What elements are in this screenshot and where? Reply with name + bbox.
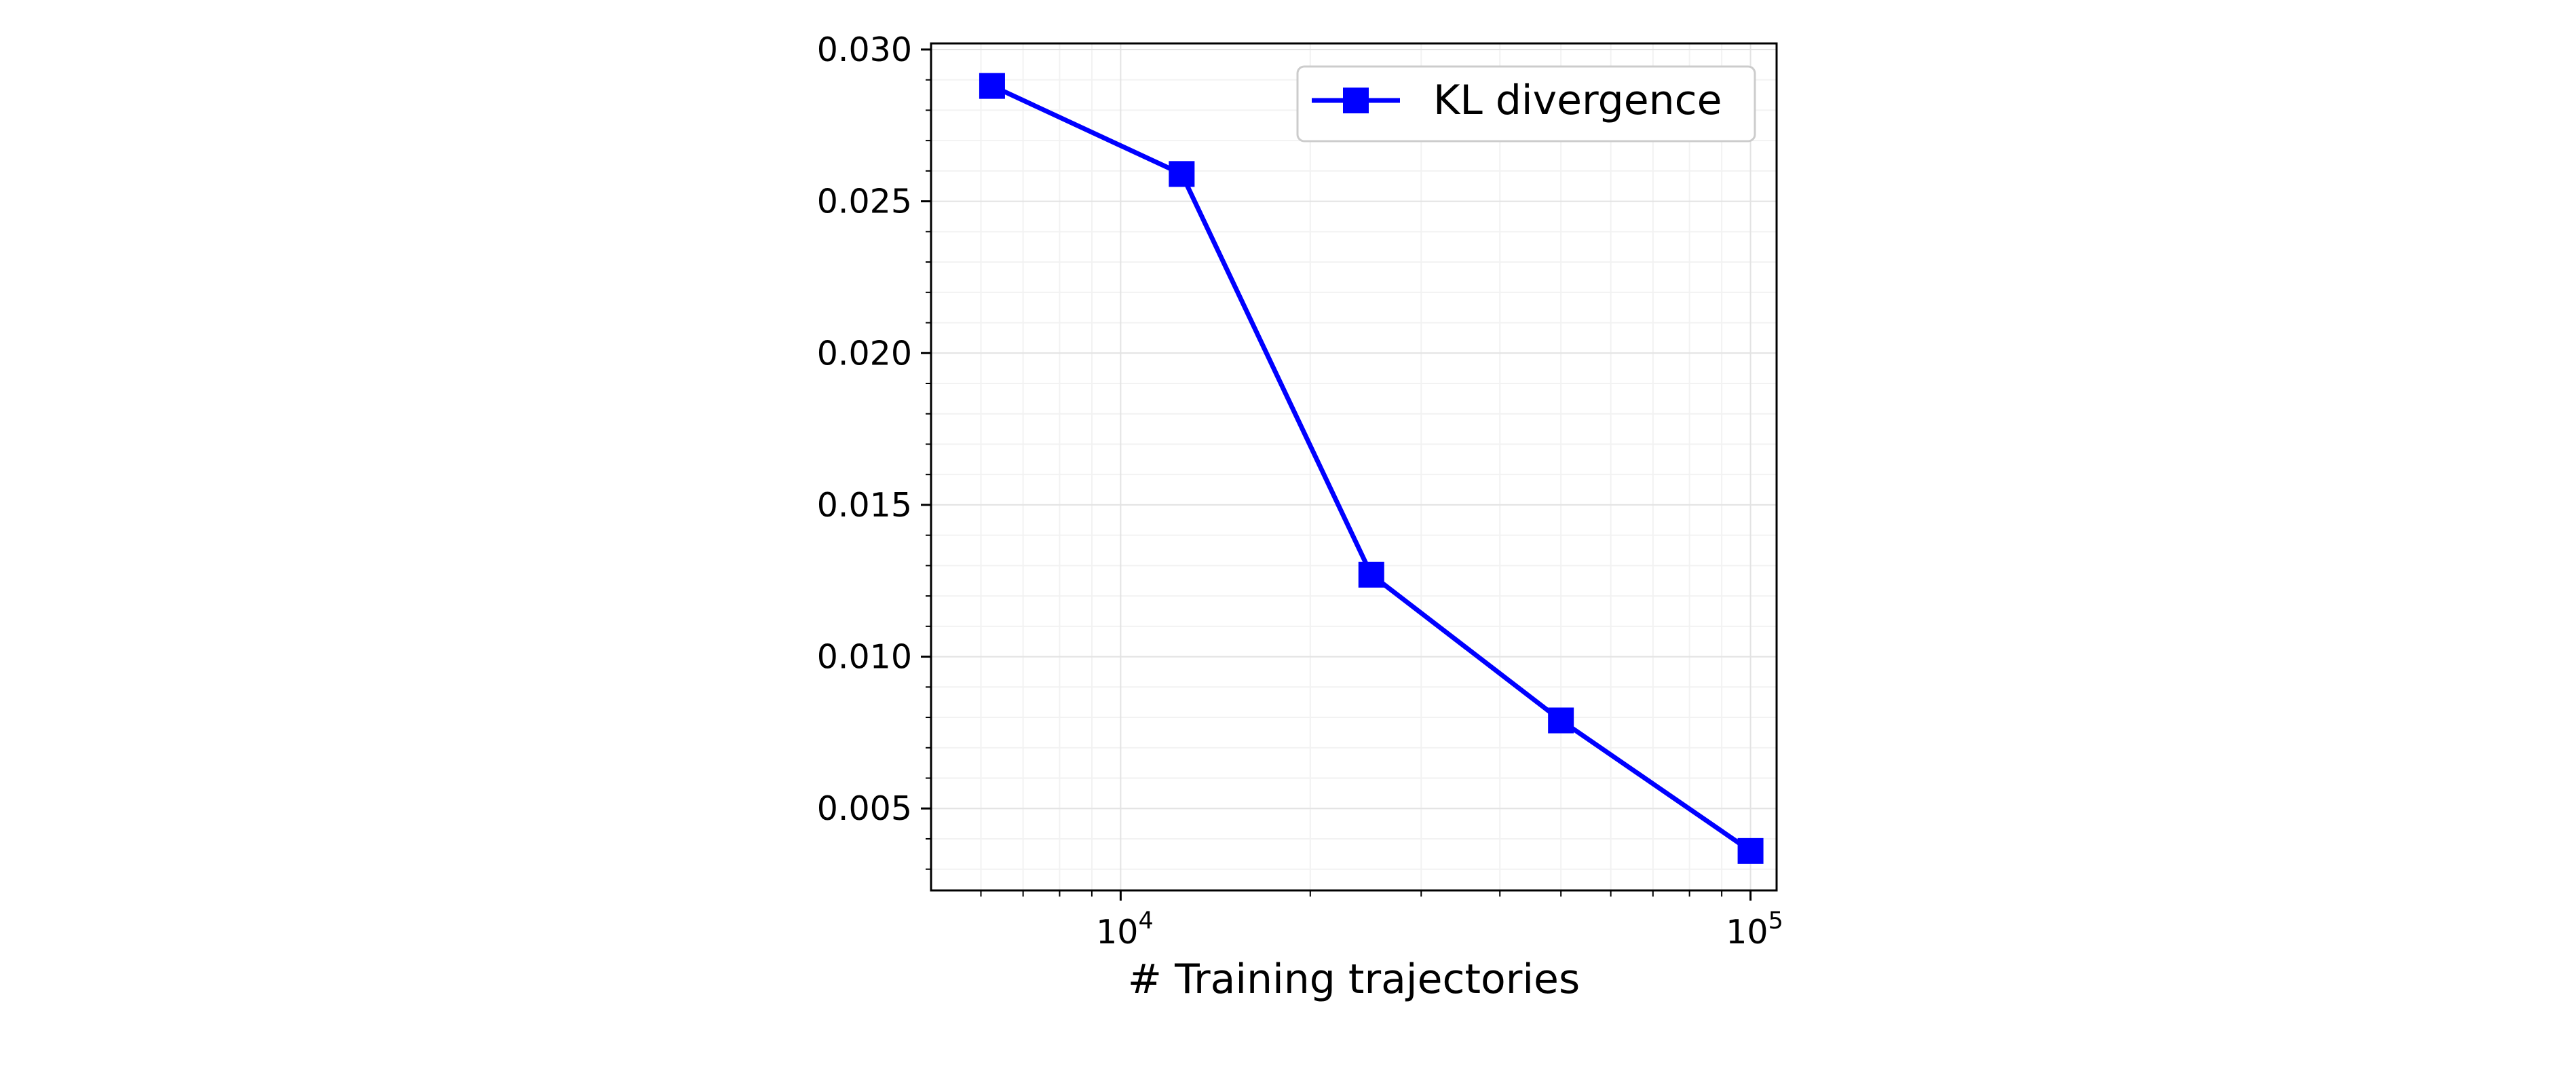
y-tick-label: 0.030 [817,31,912,69]
x-tick-label: 104 [1096,907,1154,952]
y-tick-label: 0.005 [817,789,912,828]
grid-major [931,43,1777,890]
legend: KL divergence [1296,65,1756,143]
y-tick-label: 0.020 [817,334,912,373]
x-tick-label: 105 [1726,907,1783,952]
plot-frame [930,42,1778,892]
x-axis-label: # Training trajectories [1128,956,1580,1003]
x-axis: 104 105 [980,890,1783,952]
data-point-marker [1737,837,1764,864]
legend-marker-swatch [1343,88,1369,113]
series-layer [979,73,1764,864]
data-point-marker [979,73,1005,99]
legend-label: KL divergence [1433,77,1722,124]
data-point-marker [1169,161,1195,187]
y-tick-label: 0.010 [817,638,912,677]
plot-background [931,43,1777,890]
y-tick-label: 0.025 [817,183,912,221]
legend-box [1296,65,1756,143]
y-axis: 0.005 0.010 0.015 0.020 0.025 0.030 [817,31,931,870]
data-point-marker [1358,561,1384,588]
y-tick-label: 0.015 [817,486,912,525]
data-point-marker [1548,707,1574,734]
